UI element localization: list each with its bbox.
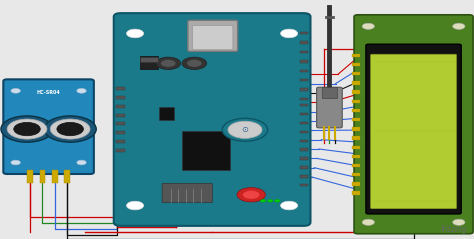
- Bar: [140, 57, 158, 62]
- FancyBboxPatch shape: [366, 44, 461, 214]
- Bar: [352, 164, 360, 167]
- Bar: [116, 87, 125, 90]
- Bar: [116, 140, 125, 143]
- Circle shape: [362, 23, 374, 29]
- Bar: [140, 56, 158, 69]
- FancyBboxPatch shape: [3, 79, 94, 174]
- Bar: [322, 87, 337, 98]
- Bar: [352, 91, 360, 94]
- Bar: [300, 140, 308, 142]
- Bar: [300, 32, 308, 34]
- Bar: [64, 170, 70, 183]
- Text: HC-SR04: HC-SR04: [36, 90, 61, 94]
- Text: fritzing: fritzing: [440, 225, 467, 234]
- Circle shape: [11, 88, 20, 93]
- Bar: [116, 96, 125, 99]
- Circle shape: [260, 199, 266, 202]
- Circle shape: [57, 122, 83, 136]
- Circle shape: [161, 60, 176, 67]
- Bar: [116, 114, 125, 117]
- Bar: [352, 127, 360, 130]
- Circle shape: [187, 60, 202, 67]
- Circle shape: [267, 199, 273, 202]
- Circle shape: [243, 190, 260, 199]
- Bar: [300, 184, 308, 186]
- Bar: [352, 191, 360, 195]
- FancyBboxPatch shape: [162, 183, 212, 203]
- FancyBboxPatch shape: [371, 54, 456, 209]
- FancyBboxPatch shape: [192, 26, 233, 50]
- Bar: [159, 107, 174, 120]
- Circle shape: [222, 118, 268, 141]
- Text: ⊙: ⊙: [241, 125, 248, 134]
- Bar: [300, 122, 308, 124]
- Circle shape: [453, 23, 465, 29]
- Bar: [116, 105, 125, 108]
- Bar: [300, 113, 308, 115]
- Bar: [300, 88, 308, 91]
- Circle shape: [362, 219, 374, 225]
- Bar: [352, 81, 360, 85]
- Bar: [352, 100, 360, 103]
- Circle shape: [44, 116, 96, 142]
- Bar: [352, 155, 360, 158]
- FancyBboxPatch shape: [114, 13, 310, 226]
- Bar: [352, 63, 360, 66]
- FancyBboxPatch shape: [182, 131, 230, 170]
- Circle shape: [182, 57, 207, 70]
- Circle shape: [453, 219, 465, 225]
- Bar: [27, 170, 33, 183]
- Bar: [39, 170, 45, 183]
- Circle shape: [274, 199, 280, 202]
- Bar: [300, 60, 308, 63]
- Bar: [352, 173, 360, 176]
- FancyBboxPatch shape: [188, 20, 237, 51]
- Bar: [352, 54, 360, 57]
- Circle shape: [156, 57, 181, 70]
- Bar: [300, 148, 308, 151]
- Bar: [300, 51, 308, 53]
- Bar: [52, 170, 58, 183]
- Bar: [300, 175, 308, 178]
- Bar: [352, 146, 360, 149]
- Circle shape: [1, 116, 53, 142]
- Bar: [116, 131, 125, 134]
- Bar: [352, 72, 360, 76]
- Bar: [352, 136, 360, 140]
- Circle shape: [127, 201, 144, 210]
- Circle shape: [127, 29, 144, 38]
- Circle shape: [7, 119, 47, 139]
- Bar: [300, 166, 308, 169]
- Circle shape: [77, 160, 86, 165]
- Bar: [116, 149, 125, 152]
- Bar: [300, 131, 308, 133]
- Bar: [352, 118, 360, 121]
- Circle shape: [281, 29, 298, 38]
- FancyBboxPatch shape: [354, 15, 473, 234]
- Bar: [352, 182, 360, 186]
- Circle shape: [228, 121, 262, 138]
- Circle shape: [281, 201, 298, 210]
- Bar: [352, 109, 360, 112]
- Circle shape: [14, 122, 40, 136]
- Bar: [300, 70, 308, 72]
- Circle shape: [77, 88, 86, 93]
- Bar: [300, 104, 308, 106]
- Circle shape: [11, 160, 20, 165]
- Circle shape: [50, 119, 90, 139]
- FancyBboxPatch shape: [317, 87, 342, 128]
- Bar: [300, 79, 308, 81]
- Bar: [300, 41, 308, 44]
- Circle shape: [237, 188, 265, 202]
- Bar: [300, 98, 308, 100]
- Bar: [300, 157, 308, 160]
- Bar: [116, 122, 125, 125]
